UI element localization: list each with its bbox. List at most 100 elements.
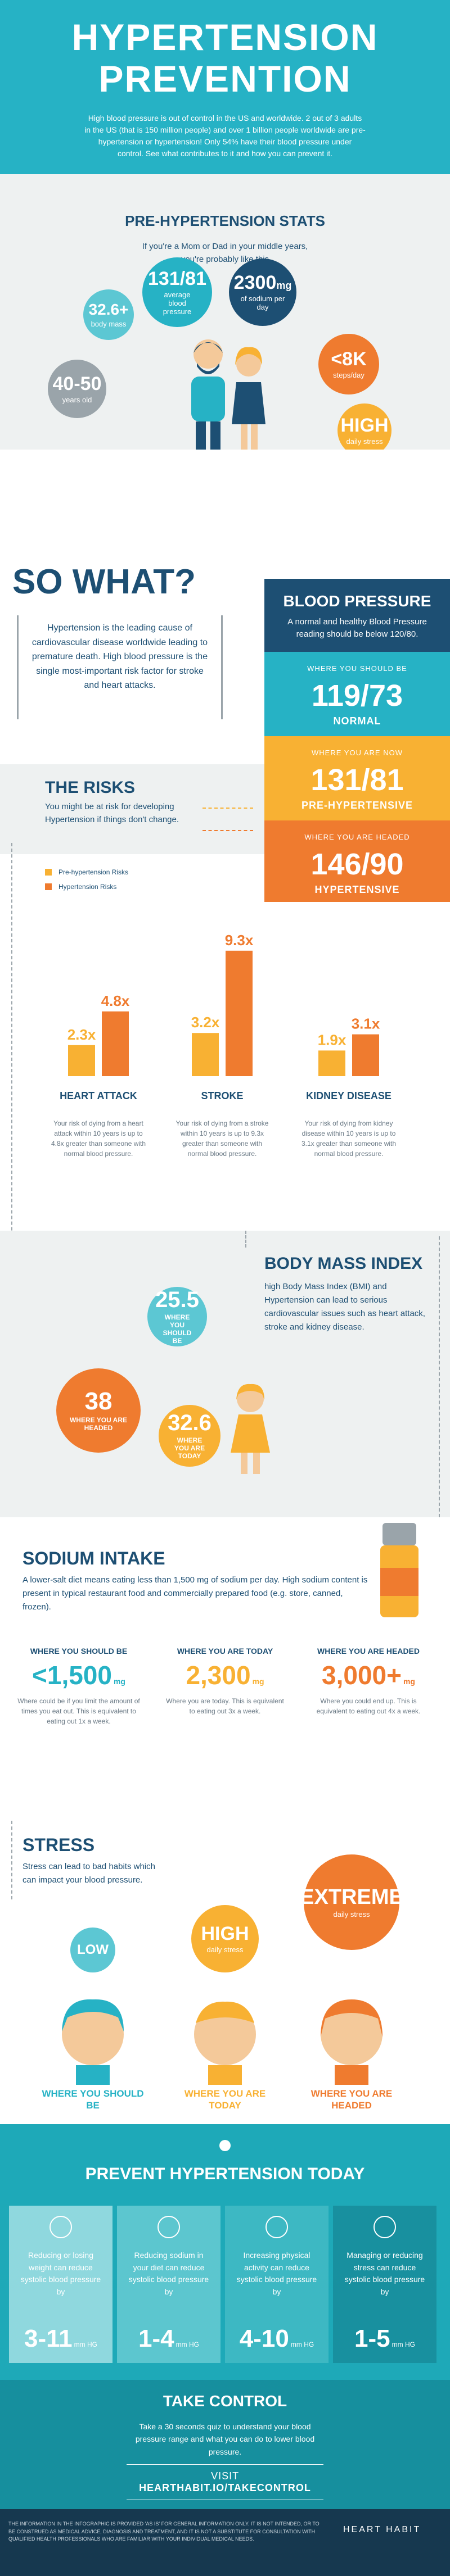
bp-heading: WHERE YOU ARE NOW (312, 749, 403, 757)
header: HYPERTENSION PREVENTION High blood press… (0, 0, 450, 174)
take-control: TAKE CONTROL Take a 30 seconds quiz to u… (0, 2380, 450, 2509)
bmi-text: high Body Mass Index (BMI) and Hypertens… (264, 1282, 425, 1332)
bar-chart: 2.3x 3.2x 1.9x 4.8x 9.3x 3.1x (68, 932, 380, 1076)
dashed-arrow (202, 808, 253, 809)
bmi-value: 32.6 (168, 1411, 212, 1435)
card-value: 1-4 (138, 2325, 174, 2352)
risk-description: Your risk of dying from a heart attack w… (51, 1119, 146, 1158)
link-url[interactable]: HEARTHABIT.IO/TAKECONTROL (139, 2482, 311, 2493)
link[interactable]: VISIT HEARTHABIT.IO/TAKECONTROL (127, 2464, 323, 2500)
bmi-section: BODY MASS INDEX high Body Mass Index (BM… (0, 1231, 450, 1517)
stat-circle: 32.6+ body mass (83, 289, 134, 340)
stat-label: daily stress (346, 437, 383, 446)
bmi-label: WHERE YOU ARE TODAY (174, 1436, 205, 1460)
disclaimer: THE INFORMATION IN THE INFOGRAPHIC IS PR… (8, 2521, 320, 2542)
sodium-text: A lower-salt diet means eating less than… (22, 1575, 368, 1612)
bp-value: 131/81 (310, 763, 404, 797)
dashed-line (11, 843, 12, 1270)
salt-shaker (380, 1523, 418, 1617)
title: PREVENTION (98, 58, 352, 99)
faces (62, 1999, 382, 2085)
dashed-line (11, 1821, 12, 1899)
bp-header: BLOOD PRESSURE A normal and healthy Bloo… (264, 579, 450, 652)
section-title: SO WHAT? (12, 563, 196, 601)
stress-sub: daily stress (206, 1945, 244, 1954)
category-label: STROKE (201, 1090, 244, 1101)
stat-label: steps/day (333, 370, 364, 379)
legend: Pre-hypertension Risks Hypertension Risks (45, 868, 128, 897)
legend-swatch (45, 883, 52, 890)
sodium-value: <1,500 (32, 1661, 112, 1690)
bmi-circle: 38 WHERE YOU ARE HEADED (56, 1368, 141, 1453)
stress-label: WHERE YOU ARE TODAY (184, 2088, 266, 2111)
parents-figure (191, 339, 266, 450)
section-title: BODY MASS INDEX (264, 1254, 423, 1273)
card-value: 3-11 (24, 2325, 73, 2352)
prevent-card: Reducing or losing weight can reduce sys… (9, 2206, 112, 2363)
value-label: 3.2x (191, 1014, 220, 1031)
bar (192, 1033, 219, 1076)
stat-label: years old (62, 395, 92, 404)
card-value: 4-10 (239, 2325, 289, 2352)
stat-value: 131/81 (148, 267, 206, 289)
prevent-card: Managing or reducing stress can reduce s… (333, 2206, 436, 2363)
section-title: THE RISKS (45, 778, 136, 797)
dashed-arrow (202, 830, 253, 831)
dashed-line (245, 1231, 246, 1248)
sodium-heading: WHERE YOU SHOULD BE (30, 1647, 128, 1656)
quote: Hypertension is the leading cause of car… (32, 623, 208, 691)
card-unit: mm HG (290, 2341, 314, 2348)
stress-sub: daily stress (333, 1910, 370, 1919)
bp-level: WHERE YOU SHOULD BE 119/73 NORMAL (264, 652, 450, 736)
stat-circle: <8K steps/day (318, 334, 379, 394)
category-label: HEART ATTACK (60, 1090, 137, 1101)
stat-circle: 2300mg of sodium per day (229, 258, 296, 326)
stress-value: HIGH (201, 1922, 249, 1944)
category-label: KIDNEY DISEASE (306, 1090, 392, 1101)
stress-text: Stress can lead to bad habits which can … (22, 1862, 155, 1885)
card-text: Managing or reducing stress can reduce s… (344, 2251, 425, 2297)
stress-bubble: HIGH daily stress (191, 1905, 259, 1972)
bmi-label: WHERE YOU ARE HEADED (69, 1416, 127, 1432)
bp-value: 146/90 (310, 847, 404, 881)
stat-value: HIGH (340, 414, 389, 436)
risk-description: Your risk of dying from kidney disease w… (301, 1119, 397, 1158)
bar (102, 1011, 129, 1076)
quote-box: Hypertension is the leading cause of car… (17, 615, 223, 719)
bp-heading: WHERE YOU SHOULD BE (307, 664, 407, 673)
legend-label: Hypertension Risks (58, 883, 117, 891)
card-unit: mm HG (392, 2341, 415, 2348)
stat-value: <8K (331, 348, 367, 370)
sodium-value: 2,300 (186, 1661, 251, 1690)
dashed-line (439, 1236, 440, 1517)
card-unit: mm HG (176, 2341, 199, 2348)
stress-value: EXTREME (300, 1885, 403, 1909)
section-title: PRE-HYPERTENSION STATS (125, 212, 325, 229)
bp-value: 119/73 (311, 679, 403, 713)
take-control-text: Take a 30 seconds quiz to understand you… (135, 2422, 315, 2456)
bar (352, 1034, 379, 1076)
stat-label: body mass (91, 319, 127, 328)
bp-heading: WHERE YOU ARE HEADED (304, 833, 410, 841)
section-title: STRESS (22, 1835, 95, 1855)
legend-item: Hypertension Risks (45, 883, 128, 891)
sodium-desc: Where could be if you limit the amount o… (17, 1697, 140, 1725)
sodium-heading: WHERE YOU ARE TODAY (177, 1647, 273, 1656)
sodium-column: WHERE YOU SHOULD BE <1,500 mg Where could b… (17, 1647, 141, 1726)
sodium-heading: WHERE YOU ARE HEADED (317, 1647, 420, 1656)
sodium-column: WHERE YOU ARE HEADED 3,000+ mg Where you co… (307, 1647, 430, 1716)
subtitle: If you're a Mom or Dad in your middle ye… (142, 242, 308, 264)
sodium-desc: Where you could end up. This is equivale… (316, 1697, 421, 1715)
bp-title: BLOOD PRESSURE (283, 592, 431, 610)
stat-unit: mg (276, 280, 292, 291)
bp-label: NORMAL (333, 715, 381, 727)
value-label: 2.3x (68, 1026, 96, 1043)
icon (50, 2216, 72, 2238)
legend-label: Pre-hypertension Risks (58, 868, 129, 876)
sodium-unit: mg (113, 1677, 125, 1686)
bmi-value: 38 (84, 1387, 112, 1415)
bp-label: PRE-HYPERTENSIVE (301, 800, 413, 811)
icon (219, 2140, 231, 2151)
section-title: SODIUM INTAKE (22, 1548, 165, 1568)
stat-label: average blood pressure (163, 290, 192, 316)
